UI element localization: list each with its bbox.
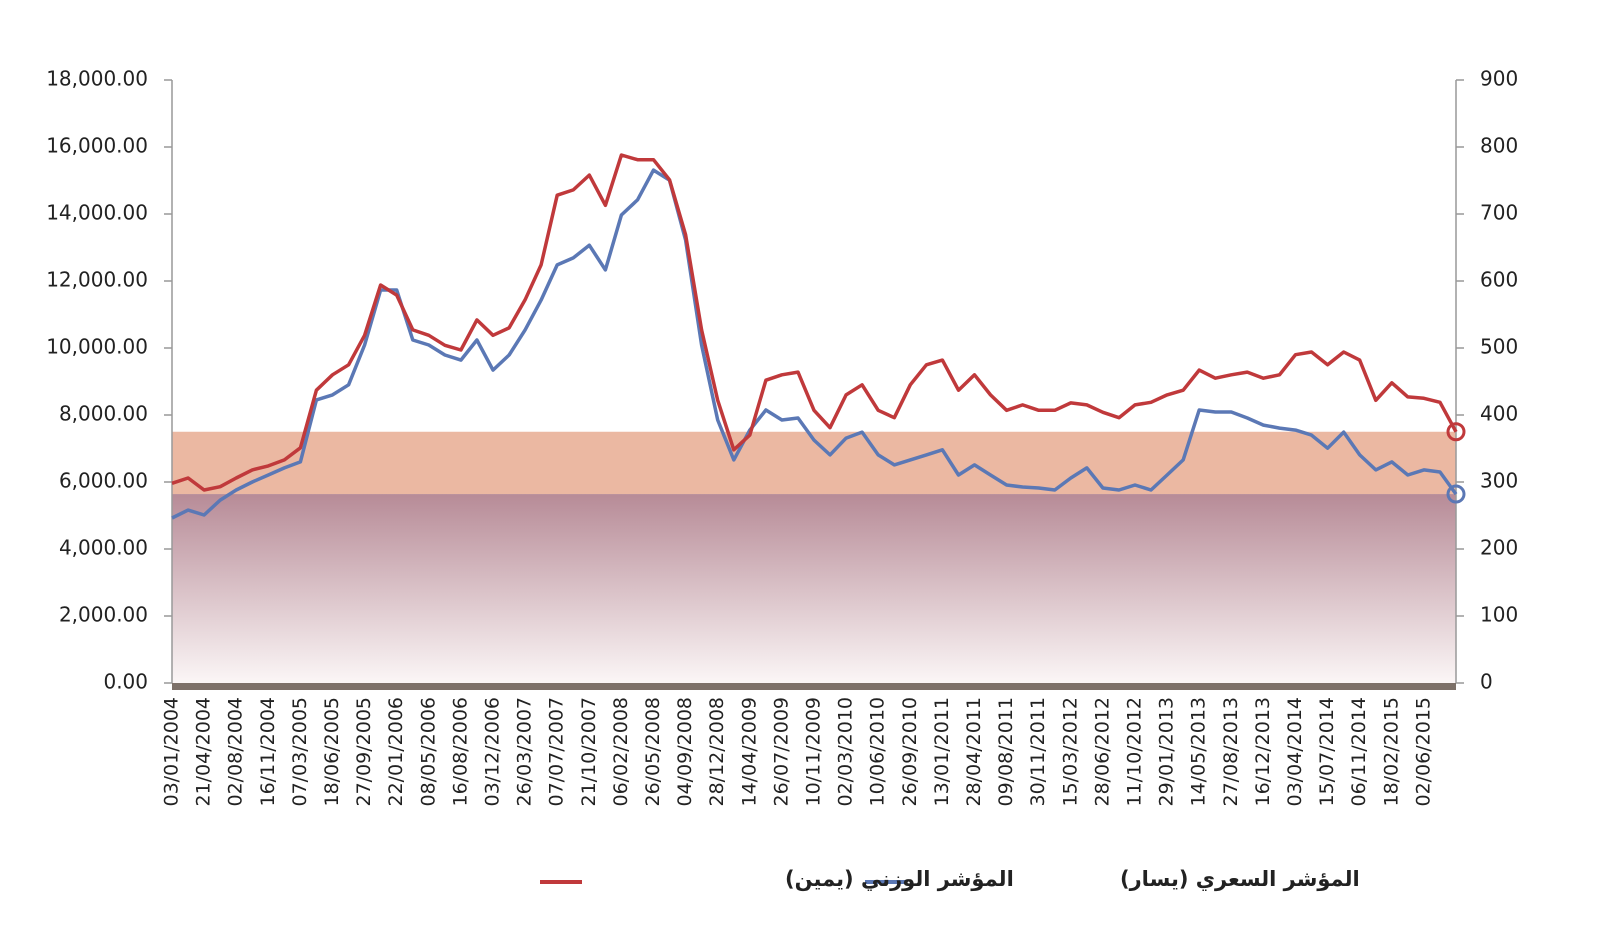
band-fade — [172, 494, 1456, 683]
y-tick-label: 4,000.00 — [59, 536, 148, 560]
x-tick-label: 09/08/2011 — [995, 697, 1017, 807]
y-tick-label: 0.00 — [103, 670, 148, 694]
x-tick-label: 14/04/2009 — [738, 697, 760, 807]
x-tick-label: 07/07/2007 — [546, 697, 568, 807]
x-tick-label: 29/01/2013 — [1156, 697, 1178, 807]
y2-tick-label: 700 — [1480, 201, 1518, 225]
y-tick-label: 10,000.00 — [46, 335, 148, 359]
end-marker — [1446, 484, 1466, 504]
y2-tick-label: 800 — [1480, 134, 1518, 158]
x-tick-label: 02/08/2004 — [225, 697, 247, 807]
y2-tick-label: 100 — [1480, 603, 1518, 627]
x-tick-label: 28/04/2011 — [963, 697, 985, 807]
y2-tick-label: 0 — [1480, 670, 1493, 694]
x-tick-label: 02/03/2010 — [835, 697, 857, 807]
x-tick-label: 14/05/2013 — [1188, 697, 1210, 807]
x-tick-label: 28/06/2012 — [1091, 697, 1113, 807]
y-tick-label: 14,000.00 — [46, 201, 148, 225]
y2-tick-label: 300 — [1480, 469, 1518, 493]
x-tick-label: 26/03/2007 — [514, 697, 536, 807]
x-tick-label: 16/12/2013 — [1252, 697, 1274, 807]
x-tick-label: 11/10/2012 — [1124, 697, 1146, 807]
x-tick-label: 08/05/2006 — [417, 697, 439, 807]
end-marker — [1446, 422, 1466, 442]
axes: 0.00 2,000.00 4,000.00 6,000.00 8,000.00 10,0… — [46, 67, 1518, 807]
x-tick-label: 21/04/2004 — [193, 697, 215, 807]
x-tick-label: 18/02/2015 — [1380, 697, 1402, 807]
y-tick-label: 6,000.00 — [59, 469, 148, 493]
x-tick-label: 16/08/2006 — [449, 697, 471, 807]
y2-tick-label: 900 — [1480, 67, 1518, 91]
y2-tick-label: 600 — [1480, 268, 1518, 292]
x-tick-label: 03/04/2014 — [1284, 697, 1306, 807]
y-tick-label: 2,000.00 — [59, 603, 148, 627]
legend: المؤشر السعري (يسار) المؤشر الوزني (يمين) — [540, 867, 1360, 892]
y-tick-label: 12,000.00 — [46, 268, 148, 292]
legend-label: المؤشر السعري (يسار) — [1120, 867, 1360, 892]
x-tick-label: 27/09/2005 — [353, 697, 375, 807]
x-tick-label: 16/11/2004 — [257, 697, 279, 807]
legend-label: المؤشر الوزني (يمين) — [785, 867, 1014, 891]
x-tick-label: 04/09/2008 — [674, 697, 696, 807]
x-tick-label: 22/01/2006 — [385, 697, 407, 807]
x-tick-label: 26/07/2009 — [770, 697, 792, 807]
y2-tick-label: 400 — [1480, 402, 1518, 426]
x-tick-label: 26/05/2008 — [642, 697, 664, 807]
x-tick-label: 06/02/2008 — [610, 697, 632, 807]
x-tick-label: 15/07/2014 — [1316, 697, 1338, 807]
y-tick-label: 18,000.00 — [46, 67, 148, 91]
x-tick-label: 18/06/2005 — [321, 697, 343, 807]
lines — [171, 153, 1466, 520]
x-tick-label: 26/09/2010 — [899, 697, 921, 807]
y2-tick-label: 200 — [1480, 536, 1518, 560]
x-tick-label: 15/03/2012 — [1059, 697, 1081, 807]
x-tick-label: 21/10/2007 — [578, 697, 600, 807]
x-tick-label: 27/08/2013 — [1220, 697, 1242, 807]
y-tick-label: 16,000.00 — [46, 134, 148, 158]
x-tick-label: 03/01/2004 — [161, 697, 183, 807]
x-tick-label: 03/12/2006 — [482, 697, 504, 807]
x-tick-label: 30/11/2011 — [1027, 697, 1049, 807]
x-tick-label: 13/01/2011 — [931, 697, 953, 807]
series-line — [171, 153, 1458, 492]
x-tick-label: 10/06/2010 — [867, 697, 889, 807]
x-tick-label: 28/12/2008 — [706, 697, 728, 807]
x-tick-label: 07/03/2005 — [289, 697, 311, 807]
x-tick-label: 10/11/2009 — [803, 697, 825, 807]
x-axis — [172, 683, 1456, 690]
y-tick-label: 8,000.00 — [59, 402, 148, 426]
y2-tick-label: 500 — [1480, 335, 1518, 359]
background-bands — [172, 431, 1456, 683]
x-tick-label: 02/06/2015 — [1412, 697, 1434, 807]
x-tick-label: 06/11/2014 — [1348, 697, 1370, 807]
